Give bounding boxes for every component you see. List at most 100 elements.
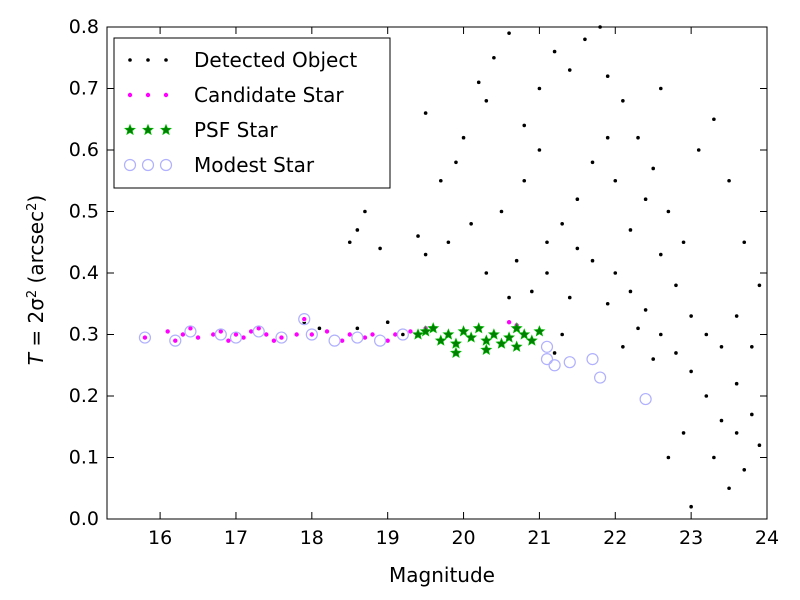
psf-star-point [427, 322, 440, 334]
detected-object-point [454, 160, 458, 165]
detected-object-point [605, 301, 610, 306]
x-tick-label: 16 [148, 527, 172, 549]
detected-object-point [423, 252, 428, 257]
candidate-star-point [195, 334, 202, 341]
y-axis-label: T = 2σ2 (arcsec2) [24, 195, 48, 365]
detected-object-point [567, 295, 572, 300]
detected-object-point [492, 55, 496, 60]
detected-object-point [666, 209, 671, 214]
psf-star-point [457, 325, 470, 337]
y-tick-label: 0.8 [69, 16, 99, 38]
detected-object-point [605, 74, 610, 78]
detected-object-point [522, 178, 527, 183]
modest-star-point [639, 392, 652, 406]
modest-star-point [374, 334, 387, 347]
modest-star-point [184, 325, 197, 338]
detected-object-point [689, 314, 693, 318]
y-tick-label: 0.3 [69, 324, 99, 346]
legend-marker [146, 58, 150, 62]
legend-marker [159, 158, 173, 172]
detected-object-point [605, 135, 610, 140]
modest-star-point [540, 340, 554, 353]
detected-object-point [499, 209, 504, 214]
candidate-star-point [301, 316, 308, 323]
detected-object-point [476, 80, 481, 85]
detected-object-point [658, 332, 663, 337]
candidate-star-point [308, 331, 315, 338]
detected-object-point [719, 418, 724, 423]
detected-object-point [750, 345, 754, 349]
detected-object-point [317, 326, 322, 331]
y-tick-label: 0.4 [69, 262, 99, 284]
x-axis-label: Magnitude [389, 563, 495, 587]
y-tick-label: 0.5 [69, 201, 99, 223]
candidate-star-point [141, 334, 148, 341]
modest-star-point [229, 331, 243, 344]
detected-object-point [545, 271, 549, 275]
detected-object-point [416, 234, 420, 238]
detected-object-point [681, 240, 686, 245]
detected-object-point [552, 49, 557, 54]
psf-star-point [480, 334, 493, 346]
detected-object-point [712, 117, 716, 122]
series-4 [138, 313, 652, 406]
legend-entry: Candidate Star [127, 83, 344, 107]
legend-marker [141, 158, 155, 172]
detected-object-point [628, 289, 633, 294]
legend-label: Candidate Star [194, 83, 344, 107]
detected-object-point [560, 222, 564, 226]
x-tick-label: 24 [755, 527, 779, 549]
legend-label: Detected Object [194, 48, 357, 72]
legend-marker [123, 158, 137, 172]
candidate-star-point [164, 328, 171, 335]
legend: Detected Object Candidate Star PSF Star Mod… [113, 37, 391, 189]
chart-axes: 16 17 18 19 20 21 22 23 24 0.0 0.1 0.2 0.3 0.4 0.5 0.6 0… [69, 16, 779, 549]
legend-entry: Detected Object [128, 48, 357, 72]
legend-marker [160, 123, 172, 136]
detected-object-point [613, 271, 618, 275]
detected-object-point [590, 160, 595, 165]
detected-object-point [378, 246, 382, 251]
detected-object-point [689, 369, 693, 374]
detected-object-point [423, 111, 428, 115]
detected-object-point [696, 148, 701, 152]
detected-object-point [560, 332, 564, 337]
x-tick-label: 23 [679, 527, 703, 549]
modest-star-point [298, 313, 311, 326]
detected-object-point [385, 320, 390, 325]
detected-object-point [613, 178, 618, 183]
legend-box [113, 37, 391, 189]
detected-object-point [461, 135, 466, 140]
x-tick-label: 22 [603, 527, 627, 549]
x-tick-label: 18 [300, 527, 324, 549]
legend-marker [144, 92, 151, 99]
detected-object-point [704, 332, 709, 337]
detected-object-point [727, 486, 731, 491]
detected-object-point [484, 99, 489, 103]
detected-object-point [636, 326, 640, 331]
psf-star-point [419, 325, 432, 337]
detected-object-point [666, 455, 671, 460]
x-tick-label: 17 [224, 527, 248, 549]
detected-object-point [575, 197, 580, 201]
detected-object-point [469, 222, 473, 226]
detected-object-point [552, 351, 557, 355]
legend-marker [164, 58, 168, 62]
detected-object-point [651, 166, 656, 171]
modest-star-point [594, 371, 607, 384]
psf-star-point [465, 331, 478, 343]
candidate-star-point [369, 331, 376, 338]
detected-object-point [651, 357, 656, 361]
detected-object-point [658, 252, 663, 257]
detected-object-point [537, 148, 542, 152]
detected-object-point [621, 99, 625, 103]
detected-object-point [734, 381, 739, 386]
detected-object-point [514, 258, 519, 263]
detected-object-point [636, 135, 640, 140]
candidate-star-point [293, 331, 300, 338]
y-tick-label: 0.2 [69, 385, 99, 407]
psf-star-point [495, 337, 508, 349]
detected-object-point [507, 31, 511, 35]
detected-object-point [757, 443, 762, 448]
detected-object-point [446, 240, 451, 245]
